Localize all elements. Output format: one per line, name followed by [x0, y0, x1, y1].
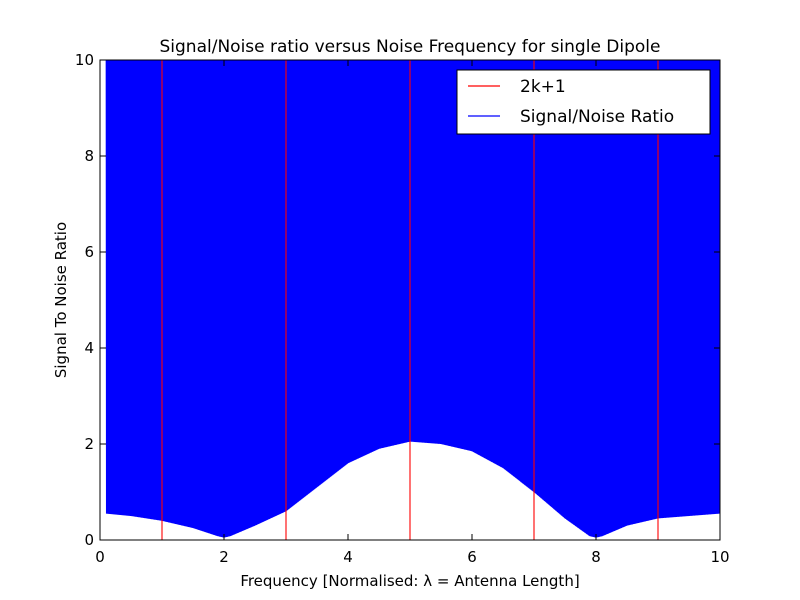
x-axis: 0 2 4 6 8 10	[95, 60, 730, 566]
series-signal-noise-ratio	[105, 60, 720, 538]
x-tick-label: 10	[710, 548, 729, 566]
legend-label-signal-noise-ratio: Signal/Noise Ratio	[520, 107, 674, 127]
plot-frame	[99, 59, 721, 541]
legend-label-2k-plus-1: 2k+1	[520, 77, 566, 97]
x-tick-label: 8	[591, 548, 601, 566]
y-axis-label: Signal To Noise Ratio	[52, 222, 70, 378]
legend-box	[456, 69, 711, 135]
series-2k-plus-1	[161, 60, 659, 540]
y-tick-label: 6	[84, 243, 94, 261]
signal-noise-line	[105, 60, 720, 538]
x-tick-label: 6	[467, 548, 477, 566]
legend: 2k+1 Signal/Noise Ratio	[456, 69, 711, 135]
x-tick-label: 2	[219, 548, 229, 566]
chart-title: Signal/Noise ratio versus Noise Frequenc…	[160, 37, 661, 57]
y-tick-label: 8	[84, 147, 94, 165]
x-tick-label: 4	[343, 548, 353, 566]
y-tick-label: 2	[84, 435, 94, 453]
y-axis: 0 2 4 6 8 10	[75, 51, 720, 549]
x-axis-label: Frequency [Normalised: λ = Antenna Lengt…	[240, 572, 579, 590]
y-tick-label: 0	[84, 531, 94, 549]
plot-area	[105, 60, 720, 540]
x-tick-label: 0	[95, 548, 105, 566]
y-tick-label: 4	[84, 339, 94, 357]
y-tick-label: 10	[75, 51, 94, 69]
